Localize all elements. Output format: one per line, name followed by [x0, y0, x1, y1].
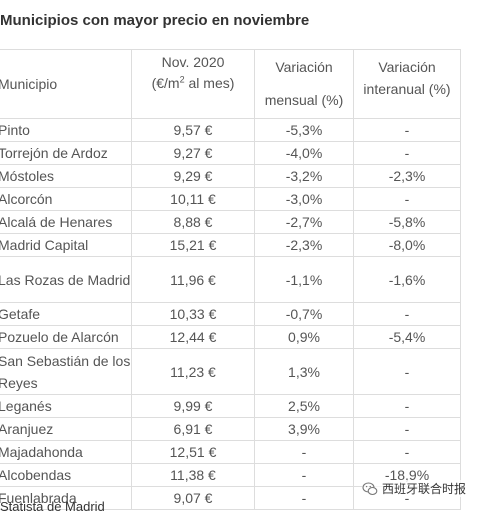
municipio-cell: Pozuelo de Alarcón — [0, 325, 132, 349]
header-municipio: Municipio — [0, 49, 132, 119]
monthly-variation-cell: 1,3% — [254, 348, 354, 395]
monthly-variation-cell: -4,0% — [254, 141, 354, 165]
page-title: Municipios con mayor precio en noviembre — [0, 12, 310, 29]
header-monthly-line2: mensual (%) — [264, 92, 344, 108]
annual-variation-cell: - — [353, 187, 461, 211]
municipio-cell: Alcalá de Henares — [0, 210, 132, 234]
municipio-cell: Móstoles — [0, 164, 132, 188]
monthly-variation-cell: -2,7% — [254, 210, 354, 234]
municipio-cell: San Sebastián de los Reyes — [0, 348, 132, 395]
header-annual-variation: Variación interanual (%) — [353, 49, 461, 119]
price-cell: 10,11 € — [131, 187, 255, 211]
table-row: Aranjuez 6,91 €3,9% - — [0, 417, 461, 441]
table-row: Móstoles 9,29 € -3,2% -2,3% — [0, 164, 461, 188]
price-cell: 9,29 € — [131, 164, 255, 188]
price-cell: 11,38 € — [131, 463, 255, 487]
monthly-variation-cell: - — [254, 486, 354, 510]
table-row: Getafe 10,33 € -0,7% - — [0, 302, 461, 326]
price-cell: 9,07 € — [131, 486, 255, 510]
municipio-cell: Aranjuez — [0, 417, 132, 441]
annual-variation-cell: - — [353, 118, 461, 142]
price-cell: 8,88 € — [131, 210, 255, 234]
annual-variation-cell: - — [353, 394, 461, 418]
table-row: Pozuelo de Alarcón 12,44 €0,9% -5,4% — [0, 325, 461, 349]
price-cell: 9,27 € — [131, 141, 255, 165]
municipio-cell: Leganés — [0, 394, 132, 418]
price-cell: 15,21 € — [131, 233, 255, 257]
municipio-cell: Madrid Capital — [0, 233, 132, 257]
annual-variation-cell: - — [353, 141, 461, 165]
annual-variation-cell: - — [353, 348, 461, 395]
header-annual-line2: interanual (%) — [363, 81, 451, 97]
footer-source: Statista de Madrid — [0, 499, 105, 514]
municipio-cell: Pinto — [0, 118, 132, 142]
header-price-line1: Nov. 2020 — [161, 54, 225, 70]
price-table: Municipio Nov. 2020 (€/m2 al mes) Variac… — [0, 49, 461, 510]
price-cell: 12,51 € — [131, 440, 255, 464]
monthly-variation-cell: 2,5% — [254, 394, 354, 418]
monthly-variation-cell: 0,9% — [254, 325, 354, 349]
table-row: Majadahonda 12,51 € - - — [0, 440, 461, 464]
annual-variation-cell: -2,3% — [353, 164, 461, 188]
municipio-cell: Las Rozas de Madrid — [0, 256, 132, 303]
annual-variation-cell: -1,6% — [353, 256, 461, 303]
table-row: Leganés 9,99 €2,5% - — [0, 394, 461, 418]
price-cell: 11,96 € — [131, 256, 255, 303]
price-cell: 9,57 € — [131, 118, 255, 142]
municipio-cell: Getafe — [0, 302, 132, 326]
table-header-row: Municipio Nov. 2020 (€/m2 al mes) Variac… — [0, 49, 461, 119]
header-monthly-line1: Variación — [275, 59, 333, 75]
table-row: Pinto 9,57 € -5,3% - — [0, 118, 461, 142]
header-monthly-variation: Variación mensual (%) — [254, 49, 354, 119]
municipio-cell: Torrejón de Ardoz — [0, 141, 132, 165]
watermark: 西班牙联合时报 — [362, 480, 467, 497]
annual-variation-cell: -5,8% — [353, 210, 461, 234]
monthly-variation-cell: -0,7% — [254, 302, 354, 326]
monthly-variation-cell: -1,1% — [254, 256, 354, 303]
monthly-variation-cell: -5,3% — [254, 118, 354, 142]
price-cell: 6,91 € — [131, 417, 255, 441]
monthly-variation-cell: -3,0% — [254, 187, 354, 211]
municipio-cell: Alcorcón — [0, 187, 132, 211]
monthly-variation-cell: 3,9% — [254, 417, 354, 441]
watermark-text: 西班牙联合时报 — [382, 482, 467, 496]
monthly-variation-cell: -2,3% — [254, 233, 354, 257]
table-row: Torrejón de Ardoz 9,27 € -4,0% - — [0, 141, 461, 165]
table-body: Pinto 9,57 € -5,3% - Torrejón de Ardoz 9,27 €… — [0, 118, 461, 510]
header-price-line2: (€/m2 al mes) — [151, 74, 235, 91]
header-annual-line1: Variación — [378, 59, 436, 75]
monthly-variation-cell: - — [254, 463, 354, 487]
monthly-variation-cell: -3,2% — [254, 164, 354, 188]
table-row: Alcalá de Henares 8,88 € -2,7% -5,8% — [0, 210, 461, 234]
annual-variation-cell: -5,4% — [353, 325, 461, 349]
annual-variation-cell: - — [353, 440, 461, 464]
table-row: San Sebastián de los Reyes 11,23 €1,3% - — [0, 348, 461, 395]
table-row: Madrid Capital 15,21 € -2,3% -8,0% — [0, 233, 461, 257]
table-row: Alcorcón 10,11 € -3,0% - — [0, 187, 461, 211]
annual-variation-cell: -8,0% — [353, 233, 461, 257]
header-price: Nov. 2020 (€/m2 al mes) — [131, 49, 255, 119]
table-row: Las Rozas de Madrid 11,96 € -1,1% -1,6% — [0, 256, 461, 303]
price-cell: 9,99 € — [131, 394, 255, 418]
annual-variation-cell: - — [353, 302, 461, 326]
price-cell: 10,33 € — [131, 302, 255, 326]
municipio-cell: Majadahonda — [0, 440, 132, 464]
price-cell: 12,44 € — [131, 325, 255, 349]
municipio-cell: Alcobendas — [0, 463, 132, 487]
annual-variation-cell: - — [353, 417, 461, 441]
price-cell: 11,23 € — [131, 348, 255, 395]
monthly-variation-cell: - — [254, 440, 354, 464]
wechat-icon — [362, 481, 378, 495]
